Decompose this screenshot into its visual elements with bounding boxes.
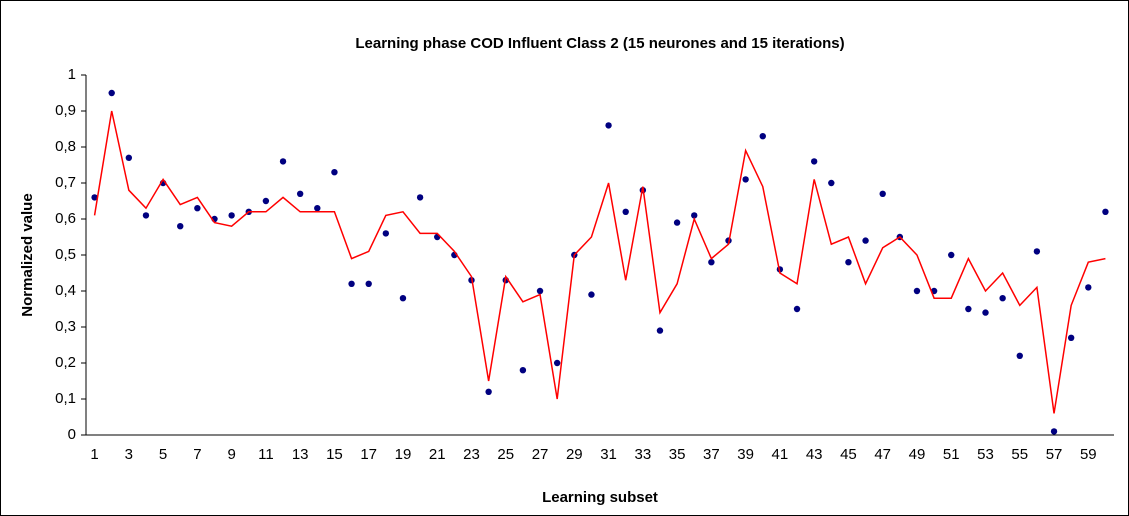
data-point bbox=[91, 194, 98, 201]
data-point bbox=[742, 176, 749, 183]
x-tick-label: 5 bbox=[159, 446, 167, 463]
data-point bbox=[279, 158, 287, 165]
data-point bbox=[605, 122, 612, 129]
data-point bbox=[1033, 248, 1041, 255]
x-tick-label: 31 bbox=[600, 446, 617, 463]
y-tick-label: 0,7 bbox=[55, 174, 76, 191]
data-point bbox=[691, 212, 698, 219]
x-tick-label: 53 bbox=[977, 446, 994, 463]
x-tick-label: 11 bbox=[258, 446, 274, 463]
x-tick-label: 7 bbox=[193, 446, 201, 463]
x-tick-label: 49 bbox=[909, 446, 926, 463]
y-tick-label: 0,8 bbox=[55, 138, 76, 155]
y-tick-label: 0,9 bbox=[55, 102, 76, 119]
chart-title: Learning phase COD Influent Class 2 (15 … bbox=[355, 35, 844, 52]
data-point bbox=[228, 212, 235, 219]
x-tick-label: 41 bbox=[772, 446, 789, 463]
data-point bbox=[553, 359, 561, 367]
x-tick-label: 55 bbox=[1011, 446, 1028, 463]
data-point bbox=[828, 179, 835, 187]
data-point bbox=[365, 280, 372, 287]
y-tick-label: 0,2 bbox=[55, 354, 76, 371]
data-point bbox=[1016, 352, 1023, 359]
data-point bbox=[759, 133, 766, 140]
x-tick-label: 57 bbox=[1046, 446, 1063, 463]
data-point bbox=[810, 158, 818, 165]
x-tick-label: 9 bbox=[227, 446, 235, 463]
data-point bbox=[1067, 334, 1075, 341]
data-point bbox=[536, 287, 544, 295]
y-tick-label: 0,4 bbox=[55, 282, 76, 299]
x-tick-label: 45 bbox=[840, 446, 857, 463]
data-point bbox=[656, 327, 664, 334]
x-tick-label: 37 bbox=[703, 446, 720, 463]
data-point bbox=[519, 367, 527, 374]
data-point bbox=[177, 223, 184, 230]
x-tick-label: 13 bbox=[292, 446, 309, 463]
data-point bbox=[485, 388, 492, 395]
data-point bbox=[296, 190, 304, 197]
data-point bbox=[142, 212, 150, 219]
data-point bbox=[588, 291, 595, 298]
x-tick-label: 1 bbox=[90, 446, 98, 463]
y-tick-label: 0,5 bbox=[55, 246, 76, 263]
series-line bbox=[93, 110, 1106, 414]
data-point bbox=[879, 190, 886, 197]
y-axis-label: Normalized value bbox=[19, 193, 36, 316]
x-tick-label: 15 bbox=[326, 446, 343, 463]
y-tick-label: 0,6 bbox=[55, 210, 76, 227]
x-tick-label: 43 bbox=[806, 446, 823, 463]
data-point bbox=[416, 194, 424, 201]
data-point bbox=[673, 219, 681, 226]
data-point bbox=[982, 309, 989, 316]
x-tick-label: 25 bbox=[497, 446, 514, 463]
data-point bbox=[108, 89, 115, 97]
data-point bbox=[314, 205, 321, 212]
data-point bbox=[913, 287, 921, 295]
y-tick-label: 0,3 bbox=[55, 318, 76, 335]
x-axis-label: Learning subset bbox=[542, 489, 658, 506]
data-point bbox=[622, 208, 629, 215]
x-tick-label: 3 bbox=[125, 446, 133, 463]
x-tick-label: 35 bbox=[669, 446, 686, 463]
data-point bbox=[948, 251, 955, 259]
data-point bbox=[999, 295, 1006, 302]
x-tick-label: 19 bbox=[395, 446, 412, 463]
data-point bbox=[262, 197, 270, 205]
data-point bbox=[382, 230, 390, 237]
x-tick-label: 23 bbox=[463, 446, 480, 463]
data-point bbox=[125, 154, 133, 161]
x-tick-label: 39 bbox=[737, 446, 754, 463]
data-point bbox=[1050, 428, 1058, 435]
data-point bbox=[194, 205, 201, 212]
data-point bbox=[1102, 208, 1109, 215]
y-tick-label: 0,1 bbox=[55, 390, 76, 407]
x-tick-label: 51 bbox=[943, 446, 960, 463]
data-point bbox=[708, 259, 715, 266]
x-tick-label: 21 bbox=[429, 446, 446, 463]
data-point bbox=[793, 305, 801, 313]
data-point bbox=[331, 169, 338, 176]
x-tick-label: 27 bbox=[532, 446, 549, 463]
y-tick-label: 1 bbox=[68, 66, 76, 83]
x-tick-label: 17 bbox=[360, 446, 377, 463]
x-tick-label: 29 bbox=[566, 446, 583, 463]
data-point bbox=[348, 280, 355, 287]
y-tick-label: 0 bbox=[68, 426, 76, 443]
x-tick-label: 47 bbox=[874, 446, 891, 463]
x-tick-label: 59 bbox=[1080, 446, 1097, 463]
data-point bbox=[845, 259, 852, 266]
x-tick-label: 33 bbox=[634, 446, 651, 463]
data-point bbox=[399, 295, 407, 302]
data-point bbox=[1085, 284, 1092, 291]
data-point bbox=[965, 305, 972, 313]
data-point bbox=[862, 237, 869, 244]
